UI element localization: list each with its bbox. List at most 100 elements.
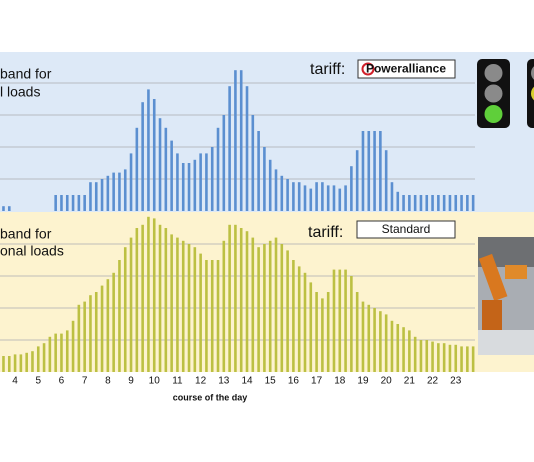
bar xyxy=(123,247,127,372)
bar xyxy=(123,169,127,211)
bar xyxy=(326,185,330,211)
bar xyxy=(94,292,98,372)
bar xyxy=(65,195,69,211)
bar xyxy=(303,272,307,372)
bar xyxy=(36,346,40,372)
bar xyxy=(460,346,463,372)
bar xyxy=(344,185,347,211)
tariff-name: Standard xyxy=(382,222,431,236)
bar xyxy=(396,324,400,372)
bar xyxy=(112,272,115,372)
bar xyxy=(442,343,446,372)
bar xyxy=(205,153,208,211)
x-tick-label: 14 xyxy=(241,376,253,387)
bar xyxy=(413,195,417,211)
bar xyxy=(210,147,214,211)
bar xyxy=(292,182,295,211)
bar xyxy=(263,244,266,372)
bar xyxy=(199,153,202,211)
bar xyxy=(7,356,11,372)
bar xyxy=(390,320,394,372)
bar xyxy=(216,260,220,372)
bar xyxy=(2,206,5,211)
bar xyxy=(100,285,104,372)
bar xyxy=(442,195,446,211)
bar xyxy=(170,140,173,211)
bar xyxy=(83,301,86,372)
bar xyxy=(257,247,260,372)
x-tick-label: 18 xyxy=(334,376,346,387)
bar xyxy=(321,182,324,211)
bar xyxy=(89,182,92,211)
x-tick-label: 23 xyxy=(450,376,462,387)
logo-mark xyxy=(361,62,375,76)
bar xyxy=(448,195,452,211)
bar xyxy=(71,195,75,211)
bar xyxy=(42,343,46,372)
bar xyxy=(425,195,429,211)
bar xyxy=(210,260,214,372)
bar xyxy=(245,86,249,211)
x-tick-label: 10 xyxy=(149,376,161,387)
bar xyxy=(425,340,429,372)
x-tick-label: 13 xyxy=(218,376,230,387)
bar xyxy=(187,244,191,372)
bar xyxy=(408,330,411,372)
bar xyxy=(7,206,11,211)
bar xyxy=(141,102,144,211)
bar xyxy=(367,131,371,211)
x-tick-label: 12 xyxy=(195,376,207,387)
bar xyxy=(332,269,336,372)
band-text: band for xyxy=(0,226,52,242)
bar xyxy=(263,147,266,211)
bar xyxy=(181,240,185,372)
bar xyxy=(338,188,342,211)
x-tick-label: 7 xyxy=(82,376,88,387)
bar xyxy=(384,314,388,372)
bar xyxy=(193,247,197,372)
bar xyxy=(373,308,376,372)
x-axis-label: course of the day xyxy=(173,392,248,402)
bar xyxy=(245,231,249,372)
bar xyxy=(408,195,411,211)
bar xyxy=(367,304,371,372)
bar xyxy=(251,115,255,211)
bar xyxy=(129,153,133,211)
bar xyxy=(118,260,121,372)
bar xyxy=(286,250,289,372)
bar xyxy=(54,333,57,372)
bar xyxy=(152,99,156,211)
bar xyxy=(83,195,86,211)
bar xyxy=(77,195,81,211)
x-tick-label: 8 xyxy=(105,376,111,387)
bar xyxy=(48,336,52,372)
bar xyxy=(402,327,405,372)
bar xyxy=(437,343,440,372)
x-tick-label: 5 xyxy=(35,376,41,387)
bar xyxy=(384,150,388,211)
bar xyxy=(280,175,284,211)
bar xyxy=(239,70,243,211)
robot-photo xyxy=(478,237,534,355)
bar xyxy=(187,163,191,211)
bar xyxy=(147,89,150,211)
bar xyxy=(373,131,376,211)
bar xyxy=(199,253,202,372)
bar xyxy=(13,354,17,372)
bars-layer: 4 5 6 7 8 9 10 11 12 13 14 15 16 17 18 19 20 21 22 23 xyxy=(0,70,475,387)
bar xyxy=(112,172,115,211)
bar xyxy=(332,185,336,211)
bar xyxy=(419,340,423,372)
bar xyxy=(257,131,260,211)
tariff-label: tariff: xyxy=(310,61,345,78)
x-tick-label: 17 xyxy=(311,376,323,387)
band-text: band for xyxy=(0,66,52,82)
bar xyxy=(315,292,318,372)
bar xyxy=(303,185,307,211)
bar xyxy=(454,195,458,211)
bar xyxy=(239,228,243,372)
bar xyxy=(129,237,133,372)
bar xyxy=(158,118,162,211)
bar xyxy=(280,244,284,372)
traffic-light-cropped xyxy=(527,59,534,128)
